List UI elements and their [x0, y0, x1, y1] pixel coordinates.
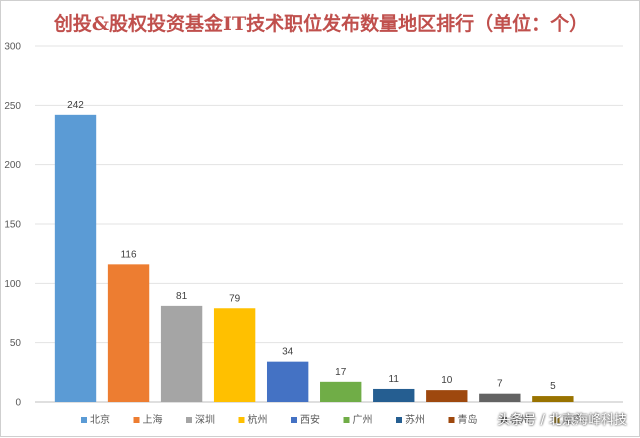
bar: [373, 388, 415, 402]
y-tick-label: 300: [4, 42, 21, 53]
legend-swatch: [133, 417, 140, 423]
legend: 北京 上海 深圳 杭州 西安 广州 苏州 青岛 福州 南京: [81, 413, 583, 426]
data-label: 5: [550, 381, 556, 392]
legend-label: 青岛: [458, 413, 478, 426]
bar: [107, 264, 150, 402]
legend-label: 杭州: [248, 413, 268, 426]
watermark: 头条号 / 北京海峰科技: [497, 413, 627, 428]
y-tick-label: 250: [4, 101, 21, 112]
data-label: 11: [389, 374, 400, 385]
legend-swatch: [186, 417, 192, 423]
bar: [54, 114, 97, 403]
y-tick-label: 200: [4, 160, 21, 171]
bar: [479, 393, 521, 402]
legend-swatch: [81, 417, 87, 423]
y-tick-label: 50: [10, 338, 22, 349]
data-label: 81: [176, 291, 188, 302]
data-label: 34: [282, 347, 294, 358]
bars: [54, 114, 574, 403]
bar: [213, 308, 256, 402]
data-label: 7: [497, 379, 503, 390]
bar: [532, 396, 574, 402]
y-tick-label: 100: [4, 279, 21, 290]
y-axis: 0 50 100 150 200 250 300: [4, 42, 21, 409]
legend-label: 福州: [510, 413, 530, 426]
bar: [266, 361, 309, 402]
legend-swatch: [501, 417, 507, 423]
legend-swatch: [291, 417, 297, 423]
legend-label: 西安: [300, 413, 320, 426]
y-tick-label: 0: [15, 398, 21, 409]
bar: [160, 305, 203, 402]
legend-label: 深圳: [195, 414, 215, 426]
data-label: 10: [441, 375, 453, 386]
legend-swatch: [343, 417, 350, 423]
legend-swatch: [553, 417, 560, 423]
data-label: 242: [67, 100, 84, 111]
chart-title: 创投&股权投资基金IT技术职位发布数量地区排行（单位：个）: [53, 13, 589, 35]
legend-swatch: [238, 417, 245, 423]
bar: [320, 381, 362, 402]
legend-swatch: [448, 417, 455, 423]
bar: [426, 390, 468, 402]
legend-label: 苏州: [405, 413, 425, 426]
data-label: 116: [121, 249, 137, 260]
legend-label: 广州: [353, 414, 373, 426]
legend-label: 北京: [90, 413, 110, 426]
data-label: 79: [229, 293, 241, 304]
y-tick-label: 150: [4, 220, 21, 231]
legend-label: 上海: [143, 413, 163, 426]
legend-label: 南京: [563, 413, 583, 426]
legend-swatch: [396, 417, 402, 423]
data-labels: 242 116 81 79 34 17 11 10 7 5: [67, 100, 556, 392]
data-label: 17: [335, 367, 347, 378]
